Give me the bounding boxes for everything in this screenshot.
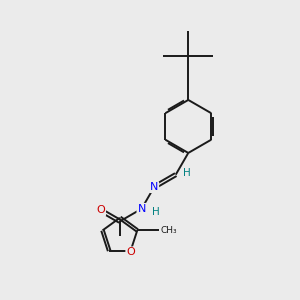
- Text: N: N: [150, 182, 158, 192]
- Text: H: H: [152, 207, 160, 217]
- Text: H: H: [183, 168, 191, 178]
- Text: CH₃: CH₃: [161, 226, 177, 235]
- Text: O: O: [126, 247, 135, 257]
- Text: N: N: [137, 204, 146, 214]
- Text: O: O: [96, 205, 105, 215]
